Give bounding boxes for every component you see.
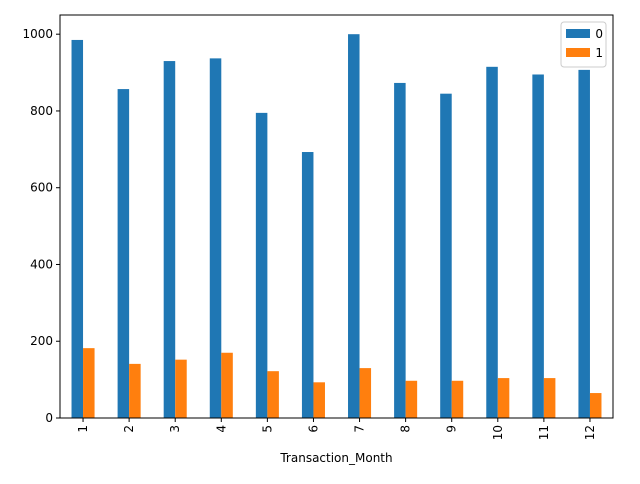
bar-series-0-month-4 [209,58,222,418]
bar-series-1-month-11 [543,378,556,418]
y-tick-label: 0 [45,411,53,425]
x-tick-label: 7 [353,425,367,433]
y-tick-label: 600 [30,181,53,195]
plot-frame [59,14,614,419]
bar-series-0-month-1 [71,39,84,418]
legend-label-series-1: 1 [595,46,603,60]
bar-series-0-month-9 [440,93,452,418]
bar-series-1-month-1 [83,348,95,418]
bar-series-1-month-3 [175,359,187,418]
x-tick-label: 10 [491,425,505,440]
x-tick-label: 1 [76,425,90,433]
y-tick-label: 1000 [22,27,53,41]
x-tick-label: 8 [399,425,413,433]
legend: 0 1 [560,21,607,68]
bar-series-0-month-3 [163,61,176,419]
bar-series-0-month-7 [348,34,360,418]
bar-series-0-month-10 [486,66,498,419]
bar-series-1-month-8 [405,380,418,418]
bar-series-0-month-2 [117,89,130,418]
y-tick-label: 800 [30,104,53,118]
bar-series-1-month-9 [451,380,464,418]
legend-swatch-series-1 [566,48,590,57]
bar-series-0-month-11 [532,74,544,418]
y-tick-label: 200 [30,334,53,348]
y-tick-label: 400 [30,257,53,271]
bar-series-1-month-10 [497,378,510,418]
x-tick-label: 11 [537,425,551,440]
x-tick-label: 3 [168,425,182,433]
x-tick-label: 6 [306,425,320,433]
bar-series-0-month-8 [394,82,406,418]
bar-series-1-month-6 [313,382,325,418]
bar-series-0-month-12 [578,69,590,418]
bar-series-1-month-5 [267,371,279,418]
bar-series-1-month-7 [359,368,372,418]
x-ticks: 1 2 3 4 5 6 7 8 9 10 11 12 [76,418,597,440]
x-tick-label: 9 [445,425,459,433]
x-tick-label: 5 [260,425,274,433]
bars-layer [71,34,602,419]
x-tick-label: 12 [583,425,597,440]
legend-label-series-0: 0 [595,27,603,41]
bar-series-1-month-4 [221,352,233,418]
x-tick-label: 2 [122,425,136,433]
y-ticks: 0 200 400 600 800 1000 [22,27,60,425]
bar-series-0-month-5 [255,112,268,418]
x-axis-label: Transaction_Month [279,451,392,465]
bar-series-1-month-12 [589,393,602,418]
legend-swatch-series-0 [566,29,590,38]
bar-series-0-month-6 [301,152,314,418]
bar-series-1-month-2 [129,363,141,418]
x-tick-label: 4 [214,425,228,433]
